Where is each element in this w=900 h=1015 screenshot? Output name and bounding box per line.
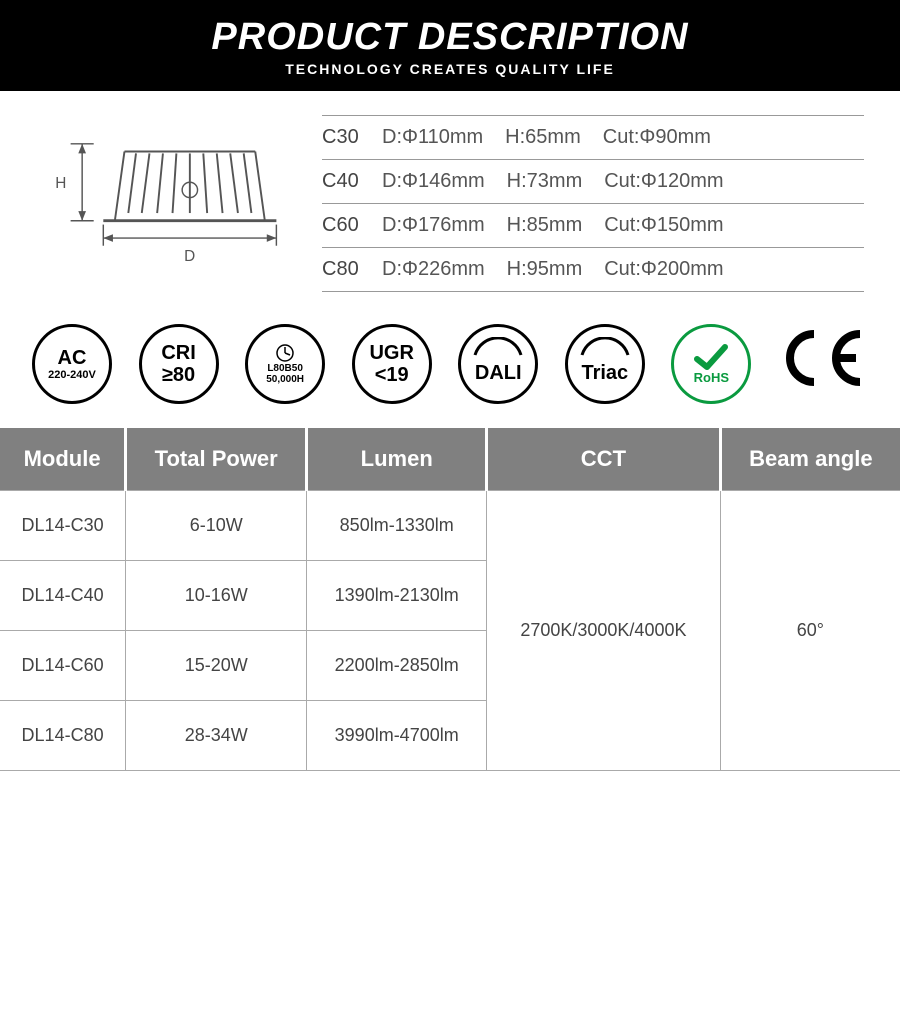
badge-value: 220-240V xyxy=(48,369,96,381)
header-bar: PRODUCT DESCRIPTION TECHNOLOGY CREATES Q… xyxy=(0,0,900,91)
badge-label: L80B50 xyxy=(267,363,303,374)
col-module: Module xyxy=(0,428,126,491)
dim-diameter: D:Φ110mm xyxy=(382,126,483,149)
badge-label: UGR xyxy=(369,342,413,364)
diagram-h-label: H xyxy=(55,175,66,192)
cell-lumen: 850lm-1330lm xyxy=(307,491,487,561)
dim-diameter: D:Φ176mm xyxy=(382,214,485,237)
cell-lumen: 1390lm-2130lm xyxy=(307,561,487,631)
dim-arc-icon xyxy=(471,337,525,357)
col-cct: CCT xyxy=(487,428,721,491)
cri-badge: CRI ≥80 xyxy=(139,324,219,404)
dim-height: H:65mm xyxy=(505,126,581,149)
cell-power: 6-10W xyxy=(126,491,307,561)
dim-diameter: D:Φ146mm xyxy=(382,170,485,193)
dim-cutout: Cut:Φ200mm xyxy=(604,258,723,281)
cell-lumen: 3990lm-4700lm xyxy=(307,701,487,771)
dim-model: C30 xyxy=(322,126,382,149)
dim-height: H:95mm xyxy=(507,258,583,281)
dim-model: C40 xyxy=(322,170,382,193)
page-subtitle: TECHNOLOGY CREATES QUALITY LIFE xyxy=(0,61,900,77)
product-diagram: H D xyxy=(36,124,286,284)
page-title: PRODUCT DESCRIPTION xyxy=(0,16,900,59)
dali-badge: DALI xyxy=(458,324,538,404)
table-row: DL14-C30 6-10W 850lm-1330lm 2700K/3000K/… xyxy=(0,491,900,561)
cell-power: 15-20W xyxy=(126,631,307,701)
badge-value: 50,000H xyxy=(266,374,304,385)
dim-height: H:73mm xyxy=(507,170,583,193)
col-lumen: Lumen xyxy=(307,428,487,491)
dim-cutout: Cut:Φ90mm xyxy=(603,126,711,149)
badge-label: RoHS xyxy=(694,371,729,385)
dimensions-section: H D C30 D:Φ1 xyxy=(0,91,900,312)
dimension-row: C80 D:Φ226mm H:95mm Cut:Φ200mm xyxy=(322,247,864,292)
ugr-badge: UGR <19 xyxy=(352,324,432,404)
cell-module: DL14-C80 xyxy=(0,701,126,771)
badge-label: CRI xyxy=(161,342,195,364)
dimensions-table: C30 D:Φ110mm H:65mm Cut:Φ90mm C40 D:Φ146… xyxy=(322,115,864,292)
clock-icon xyxy=(270,343,300,363)
col-beam-angle: Beam angle xyxy=(720,428,900,491)
cell-power: 28-34W xyxy=(126,701,307,771)
table-header-row: Module Total Power Lumen CCT Beam angle xyxy=(0,428,900,491)
spec-table: Module Total Power Lumen CCT Beam angle … xyxy=(0,428,900,771)
dim-cutout: Cut:Φ150mm xyxy=(604,214,723,237)
cell-lumen: 2200lm-2850lm xyxy=(307,631,487,701)
dim-cutout: Cut:Φ120mm xyxy=(604,170,723,193)
dim-model: C80 xyxy=(322,258,382,281)
ce-mark xyxy=(778,326,868,403)
dim-height: H:85mm xyxy=(507,214,583,237)
diagram-d-label: D xyxy=(184,248,195,265)
cell-module: DL14-C60 xyxy=(0,631,126,701)
dimension-row: C60 D:Φ176mm H:85mm Cut:Φ150mm xyxy=(322,203,864,247)
badge-label: DALI xyxy=(475,362,522,384)
checkmark-icon xyxy=(693,343,729,371)
dim-model: C60 xyxy=(322,214,382,237)
badge-label: AC xyxy=(58,347,87,369)
col-power: Total Power xyxy=(126,428,307,491)
dim-arc-icon xyxy=(578,337,632,357)
badge-value: ≥80 xyxy=(162,364,195,386)
dim-diameter: D:Φ226mm xyxy=(382,258,485,281)
dimension-row: C40 D:Φ146mm H:73mm Cut:Φ120mm xyxy=(322,159,864,203)
rohs-badge: RoHS xyxy=(671,324,751,404)
badge-label: Triac xyxy=(581,362,628,384)
cell-beam-angle: 60° xyxy=(720,491,900,771)
lifetime-badge: L80B50 50,000H xyxy=(245,324,325,404)
badge-value: <19 xyxy=(375,364,409,386)
cell-power: 10-16W xyxy=(126,561,307,631)
cell-module: DL14-C30 xyxy=(0,491,126,561)
dimension-row: C30 D:Φ110mm H:65mm Cut:Φ90mm xyxy=(322,115,864,159)
cell-cct: 2700K/3000K/4000K xyxy=(487,491,721,771)
triac-badge: Triac xyxy=(565,324,645,404)
certification-badges: AC 220-240V CRI ≥80 L80B50 50,000H UGR <… xyxy=(0,312,900,428)
ac-voltage-badge: AC 220-240V xyxy=(32,324,112,404)
cell-module: DL14-C40 xyxy=(0,561,126,631)
